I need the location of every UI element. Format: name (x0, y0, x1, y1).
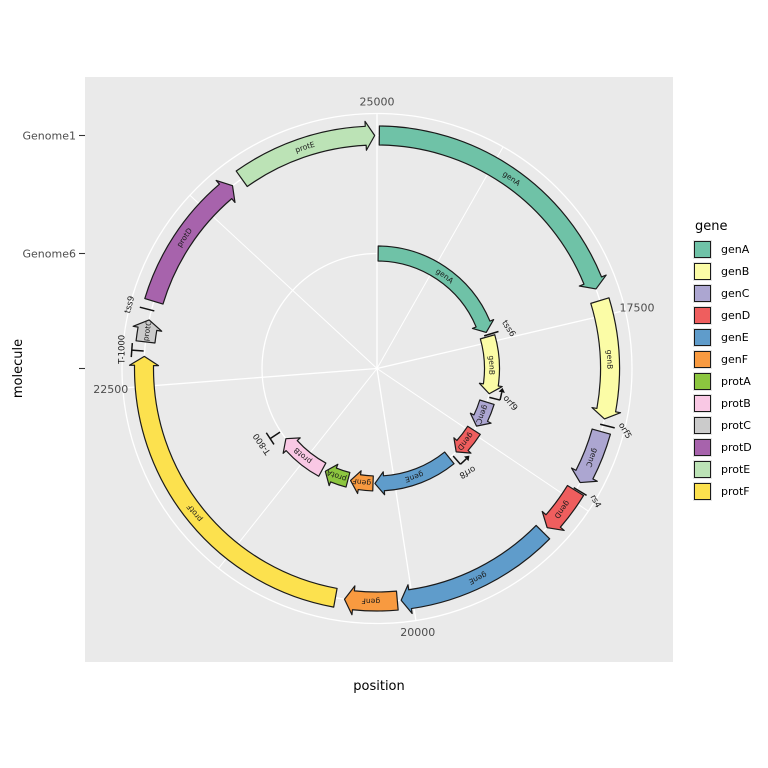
legend-label: protC (721, 419, 751, 432)
gene-arrow-genA (377, 245, 495, 334)
position-tick-label: 20000 (400, 626, 435, 639)
position-tick-label: 17500 (619, 302, 654, 315)
legend-label: protB (721, 397, 751, 410)
feature-marker-orf8 (452, 455, 470, 465)
gene-arrow-genF (349, 470, 374, 495)
legend-key-swatch (694, 351, 711, 368)
molecule-tick-label: Genome1 (23, 129, 76, 142)
legend-label: genA (721, 243, 750, 256)
gene-arrow-genD (453, 425, 481, 454)
theta-gridline-minor (218, 368, 378, 569)
feature-marker-tss9 (139, 306, 155, 312)
gene-arrow-protC (132, 319, 163, 344)
legend-entry-protF: protF (694, 483, 764, 500)
y-axis-title: molecule (11, 339, 26, 398)
x-axis-title: position (353, 679, 405, 694)
legend-label: genD (721, 309, 751, 322)
legend-entries: genA genB genC genD genE genF protA protB protC p… (694, 241, 764, 500)
gene-arrow-genD (541, 484, 585, 532)
legend-label: genE (721, 331, 749, 344)
gene-arrow-genE (374, 451, 455, 496)
legend-entry-genD: genD (694, 307, 764, 324)
legend-key-swatch (694, 483, 711, 500)
molecule-tick-label: Genome6 (23, 247, 76, 260)
theta-gridline-major (376, 309, 626, 370)
legend-label: protE (721, 463, 751, 476)
gene-arrow-protE (235, 120, 376, 188)
gene-arrow-protA (324, 463, 351, 488)
theta-gridline-minor (376, 368, 589, 512)
legend-entry-protA: protA (694, 373, 764, 390)
feature-marker-orf9 (489, 387, 505, 401)
legend-entry-genC: genC (694, 285, 764, 302)
gene-legend: gene genA genB genC genD genE genF protA protB p… (694, 219, 764, 505)
legend-entry-genA: genA (694, 241, 764, 258)
gene-arrow-protB (282, 437, 327, 477)
theta-gridline-minor (189, 194, 378, 369)
theta-gridline-minor (376, 146, 504, 369)
legend-label: genF (721, 353, 749, 366)
legend-label: genC (721, 287, 750, 300)
legend-title: gene (695, 219, 728, 234)
legend-key-swatch (694, 263, 711, 280)
gene-arrow-genA (378, 125, 607, 290)
legend-key-swatch (694, 417, 711, 434)
feature-marker-T-1000 (130, 343, 144, 358)
legend-label: protD (721, 441, 752, 454)
legend-entry-protC: protC (694, 417, 764, 434)
gene-label: genB (487, 355, 497, 375)
legend-key-swatch (694, 329, 711, 346)
gene-label: genF (352, 476, 372, 487)
position-tick-label: 22500 (93, 383, 128, 396)
radius-gridline (121, 112, 633, 625)
feature-label: tss9 (123, 295, 137, 315)
feature-marker-T-800 (265, 431, 281, 445)
legend-key-swatch (694, 241, 711, 258)
gene-arrow-genE (400, 524, 551, 615)
feature-marker-orf5 (599, 423, 615, 429)
gene-arrow-protF (128, 355, 338, 608)
feature-marker-rs4 (573, 486, 587, 497)
legend-entry-protE: protE (694, 461, 764, 478)
theta-gridline-major (122, 367, 378, 389)
gene-label: genF (361, 596, 380, 606)
legend-key-swatch (694, 373, 711, 390)
theta-gridline-major (376, 368, 417, 621)
gene-arrow-genB (590, 297, 622, 420)
legend-key-swatch (694, 395, 711, 412)
gene-arrow-genC (570, 428, 612, 484)
legend-entry-protB: protB (694, 395, 764, 412)
feature-marker-tss6 (483, 330, 499, 337)
gene-arrow-genC (469, 399, 495, 427)
gene-arrow-protD (144, 179, 236, 305)
legend-entry-genB: genB (694, 263, 764, 280)
legend-entry-genF: genF (694, 351, 764, 368)
legend-label: genB (721, 265, 750, 278)
legend-label: protA (721, 375, 751, 388)
gene-label: genB (605, 349, 615, 369)
legend-key-swatch (694, 439, 711, 456)
gene-label: protC (141, 320, 153, 342)
position-tick-label: 25000 (360, 95, 395, 108)
feature-label: T-1000 (118, 335, 128, 365)
legend-key-swatch (694, 307, 711, 324)
legend-entry-genE: genE (694, 329, 764, 346)
gene-arrow-genF (343, 585, 399, 616)
gene-arrow-genB (478, 334, 503, 395)
legend-entry-protD: protD (694, 439, 764, 456)
legend-key-swatch (694, 285, 711, 302)
legend-label: protF (721, 485, 750, 498)
legend-key-swatch (694, 461, 711, 478)
